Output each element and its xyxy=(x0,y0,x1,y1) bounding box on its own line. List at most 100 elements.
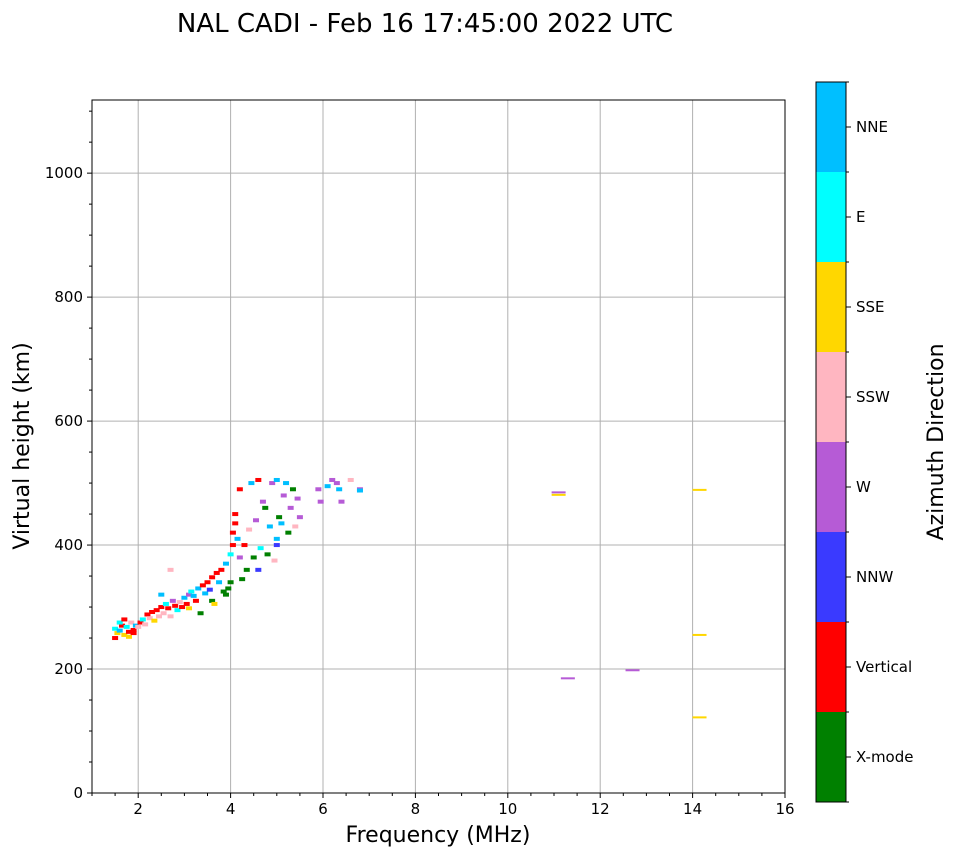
data-point-sse xyxy=(121,632,128,637)
data-point-w xyxy=(236,555,243,560)
data-point-vertical xyxy=(218,567,225,572)
data-point-ssw xyxy=(167,567,174,572)
data-point-w xyxy=(253,518,260,523)
data-point-nne xyxy=(158,592,165,597)
x-axis-ticks: 2 4 6 8 10 12 14 16 xyxy=(91,793,795,818)
x-tick-label: 16 xyxy=(775,800,794,818)
data-point-ssw xyxy=(246,527,253,532)
data-point-nnw xyxy=(206,587,213,592)
data-point-nne xyxy=(356,488,363,493)
plot-frame xyxy=(91,99,786,794)
data-point-w xyxy=(269,481,276,486)
data-point-nne xyxy=(283,481,290,486)
colorbar-tick-label: SSE xyxy=(856,298,885,316)
data-point-w xyxy=(551,491,566,494)
data-point-sse xyxy=(114,631,121,636)
data-point-x-mode xyxy=(225,586,232,591)
colorbar-tick-label: SSW xyxy=(856,388,890,406)
data-point-vertical xyxy=(112,636,119,641)
x-tick-label: 2 xyxy=(133,800,143,818)
data-point-ssw xyxy=(155,614,162,619)
data-point-x-mode xyxy=(262,505,269,510)
x-tick-label: 6 xyxy=(318,800,328,818)
data-point-nne xyxy=(195,586,202,591)
data-point-w xyxy=(333,481,340,486)
data-point-x-mode xyxy=(209,598,216,603)
x-tick-label: 10 xyxy=(498,800,517,818)
data-point-x-mode xyxy=(222,592,229,597)
x-tick-label: 8 xyxy=(411,800,421,818)
data-point-x-mode xyxy=(250,555,257,560)
data-point-x-mode xyxy=(243,567,250,572)
data-point-ssw xyxy=(167,614,174,619)
colorbar-swatch-sse xyxy=(816,262,846,352)
data-point-e xyxy=(112,626,119,631)
data-point-vertical xyxy=(232,521,239,526)
y-tick-label: 200 xyxy=(54,660,83,678)
data-point-vertical xyxy=(236,487,243,492)
data-point-e xyxy=(123,624,130,629)
data-point-vertical xyxy=(232,512,239,517)
data-point-nnw xyxy=(273,543,280,548)
colorbar-label: Azimuth Direction xyxy=(924,343,949,540)
data-point-sse xyxy=(211,601,218,606)
colorbar-swatch-ssw xyxy=(816,352,846,442)
data-point-w xyxy=(329,477,336,482)
data-point-vertical xyxy=(165,606,172,611)
data-point-vertical xyxy=(229,530,236,535)
data-point-nne xyxy=(181,595,188,600)
colorbar-tick-label: NNW xyxy=(856,568,893,586)
data-point-nne xyxy=(202,591,209,596)
y-tick-label: 1000 xyxy=(45,164,83,182)
data-point-w xyxy=(625,669,640,672)
data-point-sse xyxy=(692,633,707,636)
colorbar-swatch-e xyxy=(816,172,846,262)
data-point-vertical xyxy=(209,575,216,580)
data-point-nne xyxy=(278,521,285,526)
data-point-e xyxy=(162,601,169,606)
data-point-w xyxy=(296,515,303,520)
data-point-x-mode xyxy=(239,577,246,582)
data-point-w xyxy=(338,499,345,504)
data-point-x-mode xyxy=(289,487,296,492)
colorbar-tick-label: W xyxy=(856,478,871,496)
data-point-nne xyxy=(216,580,223,585)
data-point-nne xyxy=(248,481,255,486)
colorbar-swatch-vertical xyxy=(816,622,846,712)
data-point-vertical xyxy=(125,629,132,634)
data-point-sse xyxy=(692,716,707,719)
y-tick-label: 400 xyxy=(54,536,83,554)
data-point-sse xyxy=(151,618,158,623)
x-tick-label: 12 xyxy=(591,800,610,818)
data-point-w xyxy=(287,505,294,510)
data-point-vertical xyxy=(192,598,199,603)
x-tick-label: 14 xyxy=(683,800,702,818)
data-point-e xyxy=(116,620,123,625)
data-point-ssw xyxy=(176,600,183,605)
data-point-vertical xyxy=(183,601,190,606)
data-point-nne xyxy=(222,561,229,566)
data-point-ssw xyxy=(142,622,149,627)
data-point-w xyxy=(169,598,176,603)
x-axis-label: Frequency (MHz) xyxy=(346,823,531,848)
data-point-w xyxy=(280,493,287,498)
data-point-e xyxy=(174,608,181,613)
data-point-nne xyxy=(266,524,273,529)
data-point-w xyxy=(259,499,266,504)
data-point-ssw xyxy=(271,558,278,563)
data-point-e xyxy=(227,552,234,557)
data-point-nnw xyxy=(255,567,262,572)
colorbar-tick-label: NNE xyxy=(856,118,888,136)
data-point-x-mode xyxy=(276,515,283,520)
data-point-vertical xyxy=(213,570,220,575)
data-point-nne xyxy=(234,536,241,541)
data-point-ssw xyxy=(160,611,167,616)
grid xyxy=(92,100,786,794)
data-point-vertical xyxy=(158,605,165,610)
data-point-sse xyxy=(186,606,193,611)
data-point-ssw xyxy=(292,524,299,529)
y-tick-label: 800 xyxy=(54,288,83,306)
chart-title: NAL CADI - Feb 16 17:45:00 2022 UTC xyxy=(177,9,673,39)
colorbar-swatch-x-mode xyxy=(816,712,846,802)
